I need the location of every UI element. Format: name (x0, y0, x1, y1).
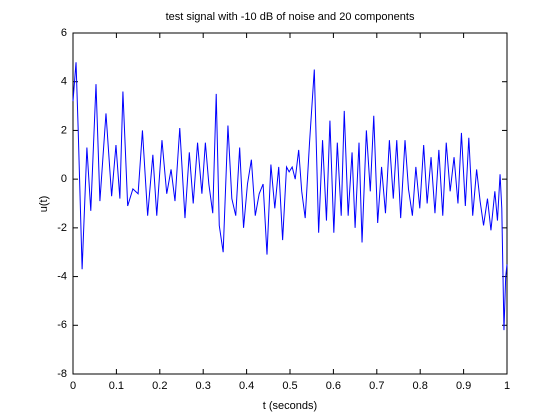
y-tick-label: -2 (57, 222, 67, 234)
x-axis-label: t (seconds) (263, 400, 317, 412)
x-tick-label: 1 (504, 380, 510, 392)
x-tick-label: 0.6 (326, 380, 341, 392)
x-tick-label: 0.1 (109, 380, 124, 392)
chart-title: test signal with -10 dB of noise and 20 … (166, 11, 415, 23)
x-tick-label: 0.8 (413, 380, 428, 392)
y-tick-label: 6 (61, 27, 67, 39)
x-tick-label: 0.2 (152, 380, 167, 392)
y-tick-label: 4 (61, 76, 67, 88)
y-tick-label: -4 (57, 270, 67, 282)
x-tick-label: 0.3 (196, 380, 211, 392)
x-tick-label: 0.9 (456, 380, 471, 392)
y-tick-label: -8 (57, 368, 67, 380)
x-tick-label: 0.4 (239, 380, 254, 392)
y-tick-label: 0 (61, 173, 67, 185)
x-tick-label: 0.5 (282, 380, 297, 392)
y-tick-label: -6 (57, 319, 67, 331)
x-tick-label: 0.7 (369, 380, 384, 392)
y-tick-label: 2 (61, 124, 67, 136)
y-axis-label: u(t) (38, 196, 50, 213)
x-tick-label: 0 (70, 380, 76, 392)
signal-line (72, 62, 508, 331)
